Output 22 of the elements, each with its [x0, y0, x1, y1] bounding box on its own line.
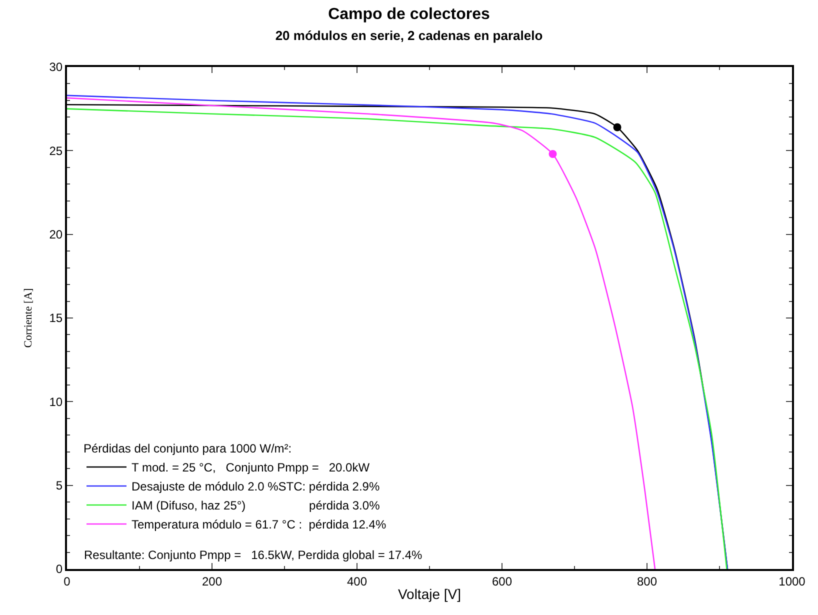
x-axis-title: Voltaje [V] [398, 586, 462, 602]
y-tick-label: 10 [49, 394, 63, 409]
chart-subtitle: 20 módulos en serie, 2 cadenas en paralelo [275, 28, 543, 43]
y-tick-label: 30 [49, 60, 63, 74]
legend-title: Pérdidas del conjunto para 1000 W/m²: [84, 441, 292, 456]
legend-label: IAM (Difuso, haz 25°) pérdida 3.0% [132, 498, 380, 513]
y-axis-title: Corriente [A] [22, 288, 34, 348]
y-tick-label: 20 [49, 228, 63, 242]
y-tick-label: 15 [49, 311, 63, 326]
x-tick-label: 200 [202, 574, 222, 588]
chart-title: Campo de colectores [328, 6, 490, 24]
y-tick-label: 5 [56, 478, 63, 493]
y-tick-label: 25 [49, 144, 63, 158]
x-tick-label: 400 [346, 574, 368, 588]
x-tick-label: 600 [492, 574, 512, 588]
legend-label: T mod. = 25 °C, Conjunto Pmpp = 20.0kW [132, 460, 370, 475]
legend-label: Desajuste de módulo 2.0 %STC: pérdida 2.9% [132, 480, 380, 494]
y-tick-label: 0 [56, 562, 63, 576]
annotation: Resultante: Conjunto Pmpp = 16.5kW, Perdida global = 17.4% [84, 548, 423, 562]
x-tick-label: 800 [636, 574, 658, 588]
x-tick-label: 1000 [778, 574, 806, 588]
legend-label: Temperatura módulo = 61.7 °C : pérdida 12.4% [132, 518, 386, 532]
